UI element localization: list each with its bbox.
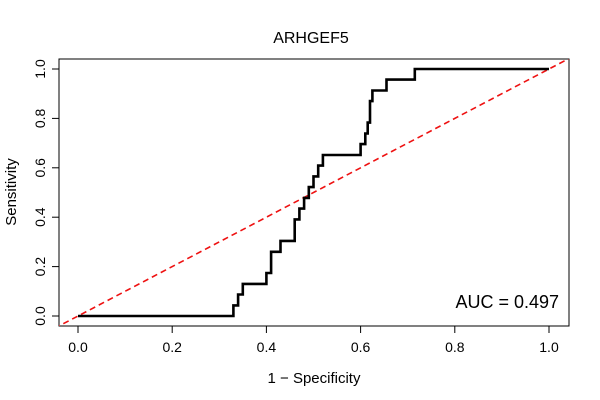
y-tick-label: 0.6 (32, 158, 48, 178)
auc-annotation: AUC = 0.497 (455, 292, 559, 312)
x-axis: 0.0 0.2 0.4 0.6 0.8 1.0 (68, 325, 559, 355)
y-tick-label: 0.2 (32, 257, 48, 277)
y-axis-label: Sensitivity (3, 158, 20, 226)
x-axis-label: 1 − Specificity (268, 370, 361, 387)
x-tick-label: 1.0 (539, 339, 559, 355)
y-axis: 0.0 0.2 0.4 0.6 0.8 1.0 (32, 59, 60, 326)
x-tick-label: 0.4 (257, 339, 277, 355)
roc-curve-line (78, 67, 549, 318)
chart-title: ARHGEF5 (273, 30, 349, 47)
y-tick-label: 0.8 (32, 108, 48, 128)
x-tick-label: 0.6 (351, 339, 371, 355)
y-tick-label: 1.0 (32, 59, 48, 79)
x-tick-label: 0.0 (68, 339, 88, 355)
y-tick-label: 0.4 (32, 207, 48, 227)
y-tick-label: 0.0 (32, 306, 48, 326)
x-tick-label: 0.2 (162, 339, 182, 355)
x-tick-label: 0.8 (445, 339, 465, 355)
reference-diagonal-line (59, 59, 569, 326)
